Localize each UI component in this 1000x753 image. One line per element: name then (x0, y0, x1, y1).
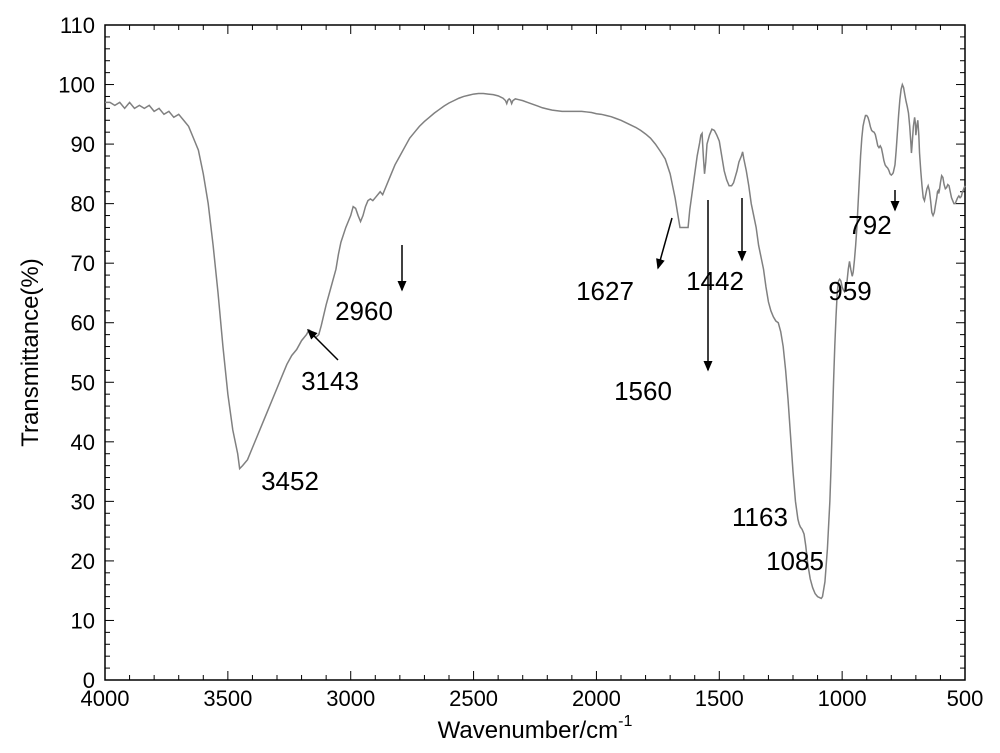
svg-text:20: 20 (71, 549, 95, 574)
svg-text:100: 100 (58, 73, 95, 98)
ir-spectrum-chart: 4000350030002500200015001000500010203040… (0, 0, 1000, 753)
peak-label-959: 959 (828, 276, 871, 306)
svg-text:70: 70 (71, 251, 95, 276)
svg-text:2000: 2000 (572, 686, 621, 711)
peak-label-1163: 1163 (732, 502, 788, 532)
svg-text:30: 30 (71, 489, 95, 514)
y-axis-title: Transmittance(%) (17, 258, 44, 446)
svg-text:1000: 1000 (818, 686, 867, 711)
chart-svg: 4000350030002500200015001000500010203040… (0, 0, 1000, 753)
spectrum-line (105, 85, 965, 599)
svg-text:500: 500 (947, 686, 984, 711)
peak-label-1085: 1085 (766, 546, 824, 576)
peak-label-1442: 1442 (686, 266, 744, 296)
svg-text:0: 0 (83, 668, 95, 693)
svg-text:90: 90 (71, 132, 95, 157)
svg-text:3500: 3500 (203, 686, 252, 711)
peak-label-792: 792 (848, 210, 891, 240)
svg-text:60: 60 (71, 311, 95, 336)
svg-text:80: 80 (71, 192, 95, 217)
svg-text:10: 10 (71, 608, 95, 633)
peak-label-1560: 1560 (614, 376, 672, 406)
svg-text:3000: 3000 (326, 686, 375, 711)
svg-text:50: 50 (71, 370, 95, 395)
peak-label-2960: 2960 (335, 296, 393, 326)
svg-text:2500: 2500 (449, 686, 498, 711)
svg-text:110: 110 (60, 13, 95, 38)
peak-label-3452: 3452 (261, 466, 319, 496)
peak-label-1627: 1627 (576, 276, 634, 306)
x-axis-title: Wavenumber/cm-1 (438, 713, 633, 744)
peak-label-3143: 3143 (301, 366, 359, 396)
svg-text:40: 40 (71, 430, 95, 455)
svg-text:1500: 1500 (695, 686, 744, 711)
